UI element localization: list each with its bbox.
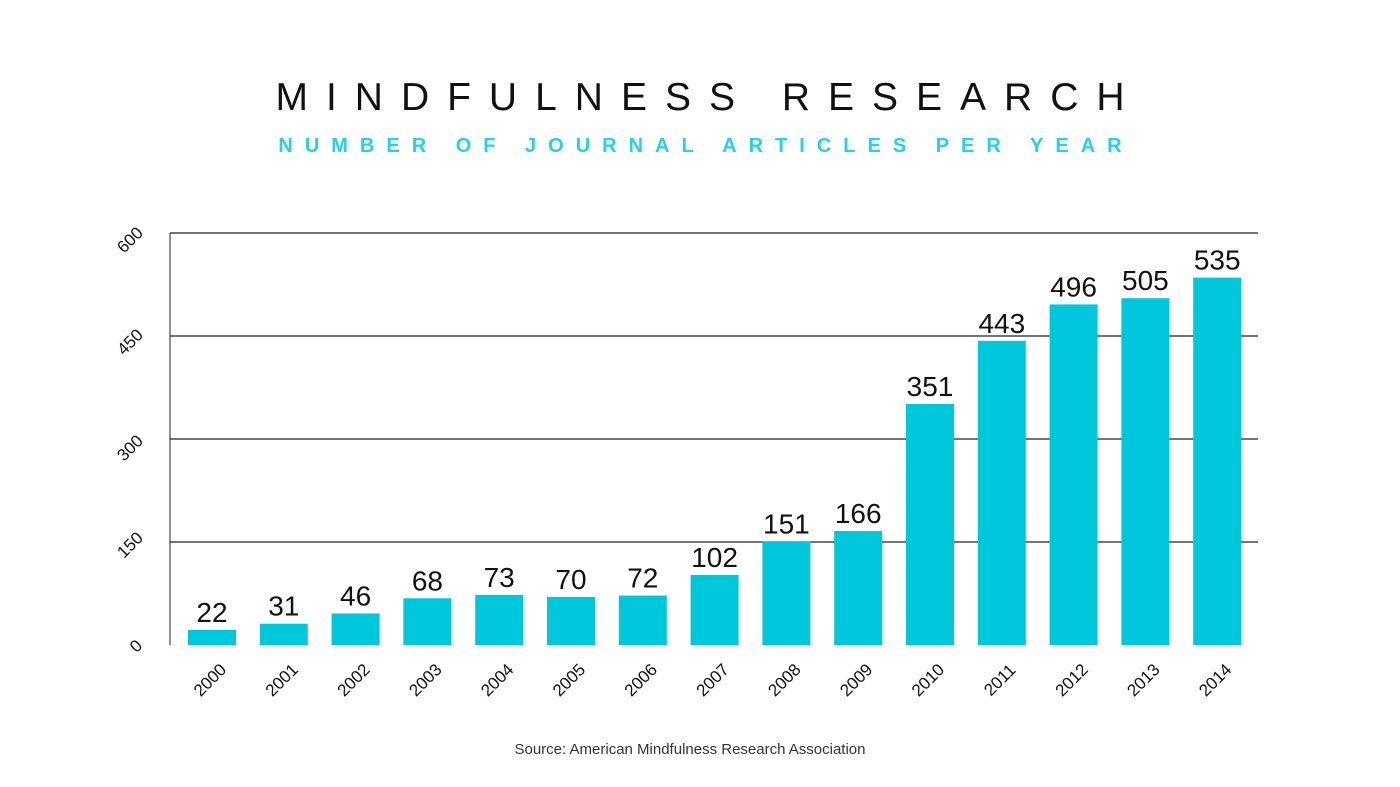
x-tick-label: 2014 — [1195, 660, 1235, 700]
bar — [618, 595, 667, 645]
bar — [906, 403, 954, 645]
x-tick-label: 2012 — [1052, 660, 1092, 700]
x-axis-ticks: 2000 2001 2002 2003 2004 2005 2006 2007 2008 2009… — [190, 660, 1235, 700]
bar-value-label: 166 — [835, 498, 882, 529]
chart-source: Source: American Mindfulness Research As… — [514, 741, 866, 758]
x-tick-label: 2005 — [549, 660, 589, 700]
bar — [259, 623, 308, 645]
bar-value-label: 443 — [978, 308, 1025, 339]
bar — [834, 531, 883, 645]
bar — [1121, 298, 1170, 645]
x-tick-label: 2010 — [908, 660, 948, 700]
bar-value-label: 505 — [1122, 265, 1169, 296]
bar — [690, 574, 739, 645]
y-tick-label: 300 — [113, 431, 146, 464]
bar-value-label: 102 — [691, 542, 738, 573]
y-axis-ticks: 0 150 300 450 600 — [113, 223, 146, 656]
bar — [1049, 304, 1098, 645]
bar-value-label: 535 — [1194, 245, 1241, 276]
bar-value-label: 22 — [196, 597, 227, 628]
chart-title: MINDFULNESS RESEARCH — [275, 76, 1143, 119]
bar-value-label: 46 — [340, 580, 371, 611]
y-tick-label: 600 — [113, 223, 146, 256]
x-tick-label: 2001 — [262, 660, 302, 700]
bar-value-label: 151 — [763, 508, 810, 539]
bars — [188, 277, 1242, 645]
bar — [977, 340, 1026, 645]
bar — [547, 596, 595, 645]
chart-subtitle: NUMBER OF JOURNAL ARTICLES PER YEAR — [278, 135, 1134, 157]
y-tick-label: 0 — [126, 636, 146, 656]
bar-value-label: 73 — [484, 562, 515, 593]
x-tick-label: 2004 — [477, 660, 517, 700]
bar — [762, 541, 811, 645]
x-tick-label: 2000 — [190, 660, 230, 700]
bar-value-label: 496 — [1050, 271, 1097, 302]
bar-value-label: 31 — [268, 591, 299, 622]
bar-value-label: 72 — [627, 563, 658, 594]
bar — [331, 613, 380, 645]
x-tick-label: 2007 — [693, 660, 733, 700]
x-tick-label: 2003 — [405, 660, 445, 700]
x-tick-label: 2006 — [621, 660, 661, 700]
x-tick-label: 2008 — [764, 660, 804, 700]
bar — [403, 598, 452, 645]
value-labels: 22 31 46 68 73 70 72 102 151 166 351 443 496 505 535 — [196, 245, 1240, 628]
bar — [475, 594, 524, 645]
x-tick-label: 2013 — [1123, 660, 1163, 700]
bar — [188, 629, 236, 645]
y-tick-label: 450 — [113, 325, 146, 358]
bar — [1193, 277, 1242, 645]
x-tick-label: 2009 — [836, 660, 876, 700]
bar-value-label: 70 — [555, 564, 586, 595]
bar-value-label: 351 — [907, 371, 954, 402]
bar-value-label: 68 — [412, 565, 443, 596]
x-tick-label: 2011 — [980, 660, 1019, 699]
x-tick-label: 2002 — [334, 660, 374, 700]
y-tick-label: 150 — [113, 528, 146, 561]
